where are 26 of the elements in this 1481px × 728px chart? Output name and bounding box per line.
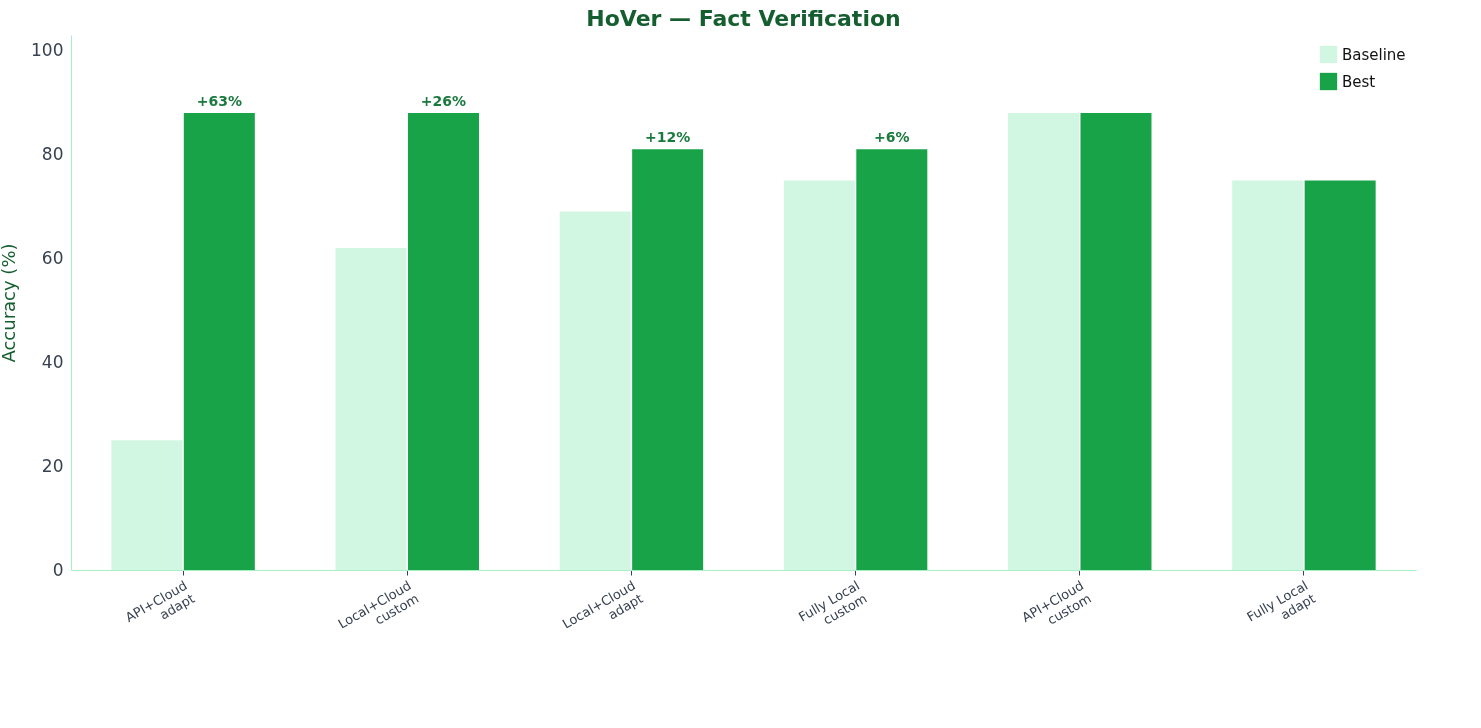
bar [1232, 180, 1304, 570]
bar [335, 247, 407, 570]
y-tick-label: 100 [31, 40, 64, 61]
bar [183, 112, 255, 570]
chart-title: HoVer — Fact Verification [586, 6, 901, 31]
bar [1080, 112, 1152, 570]
bar [407, 112, 479, 570]
bar [783, 180, 855, 570]
bar [856, 149, 928, 570]
y-tick-label: 60 [41, 247, 64, 268]
annotation: +12% [645, 129, 691, 146]
annotation: +6% [874, 129, 910, 146]
y-tick-label: 20 [41, 455, 64, 476]
annotation: +63% [196, 92, 242, 109]
y-tick-label: 80 [41, 143, 64, 164]
bar [1304, 180, 1376, 570]
y-axis-title: Accuracy (%) [0, 243, 20, 363]
legend-label: Best [1342, 72, 1376, 91]
y-tick-label: 40 [41, 351, 64, 372]
y-tick-label: 0 [52, 559, 64, 580]
bar [632, 149, 704, 570]
legend-label: Baseline [1342, 45, 1406, 64]
annotation: +26% [420, 92, 467, 109]
bar [111, 440, 183, 570]
bar [559, 211, 631, 570]
bar [1008, 112, 1080, 570]
